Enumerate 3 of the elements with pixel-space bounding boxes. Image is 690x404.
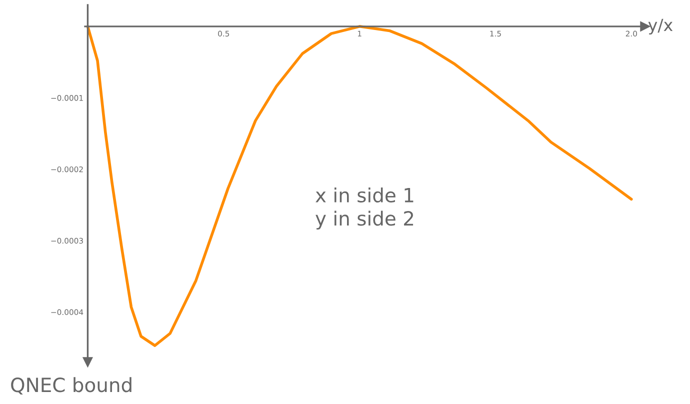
y-axis-title: QNEC bound xyxy=(11,377,132,394)
annotation: x in side 1 y in side 2 xyxy=(316,187,414,230)
x-axis-title: y/x xyxy=(648,18,673,34)
